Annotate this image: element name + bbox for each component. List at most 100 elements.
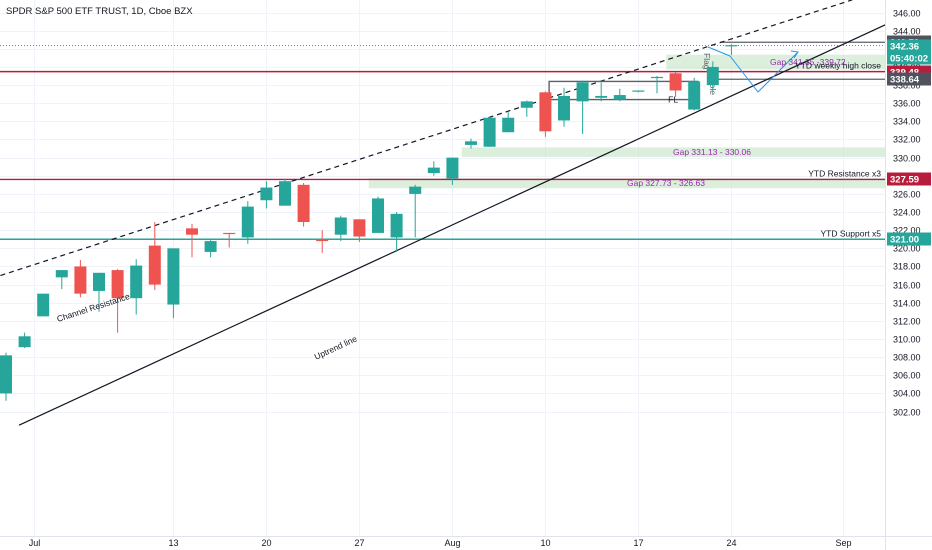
y-tick-label: 326.00 <box>893 190 921 200</box>
candle[interactable] <box>334 215 347 242</box>
price-badge-text: 321.00 <box>890 235 919 246</box>
gap-label: Gap 341.35 -339.72 <box>770 57 846 67</box>
candle[interactable] <box>111 269 124 333</box>
candle[interactable] <box>37 293 50 317</box>
gap-zone <box>666 54 885 70</box>
candle-body <box>688 81 701 110</box>
y-tick-label: 310.00 <box>893 335 921 345</box>
price-badge-text: 342.36 <box>890 42 919 53</box>
candle-body <box>372 198 384 233</box>
candle[interactable] <box>18 332 31 349</box>
gap-zone <box>368 178 885 189</box>
x-tick-label: Jul <box>29 538 41 548</box>
candle-body <box>130 265 143 299</box>
candle-body <box>334 217 347 235</box>
level-label: YTD Support x5 <box>821 228 882 238</box>
flag-label: FL <box>668 94 678 104</box>
candle-body <box>706 66 719 86</box>
candle[interactable] <box>0 352 12 401</box>
candle[interactable] <box>372 196 384 233</box>
candle[interactable] <box>223 232 236 248</box>
candle[interactable] <box>55 270 68 290</box>
candle[interactable] <box>725 44 738 56</box>
candle-body <box>669 73 682 91</box>
price-badge <box>887 51 931 65</box>
candle-body <box>37 293 50 317</box>
candle-body <box>725 45 738 47</box>
candle[interactable] <box>316 230 329 253</box>
candle[interactable] <box>186 223 198 258</box>
candle[interactable] <box>279 178 291 206</box>
candle-body <box>316 239 329 242</box>
candle-body <box>111 270 124 299</box>
candle[interactable] <box>148 222 161 291</box>
x-tick-label: 20 <box>261 538 271 548</box>
candle[interactable] <box>669 72 682 97</box>
trend-lines[interactable] <box>0 0 910 426</box>
candle[interactable] <box>483 116 496 147</box>
price-badge <box>887 72 931 86</box>
candle-body <box>260 187 273 201</box>
gap-label: Gap 327.73 - 326.63 <box>627 178 705 188</box>
candle[interactable] <box>632 90 645 93</box>
candle[interactable] <box>353 219 366 242</box>
candle-body <box>353 219 366 237</box>
candle[interactable] <box>167 248 180 319</box>
candle-body <box>427 167 440 174</box>
candle[interactable] <box>260 181 273 209</box>
candle[interactable] <box>74 260 87 298</box>
candle-body <box>204 241 217 252</box>
candle-body <box>651 76 663 79</box>
y-tick-label: 304.00 <box>893 389 921 399</box>
uptrend-line[interactable] <box>18 13 910 426</box>
candle[interactable] <box>465 138 477 149</box>
price-badge-text: 327.59 <box>890 175 919 186</box>
y-tick-label: 332.00 <box>893 135 921 145</box>
candles[interactable] <box>0 44 738 401</box>
flag-text: Flag <box>702 53 712 70</box>
candle[interactable] <box>130 259 143 315</box>
candle[interactable] <box>613 88 626 102</box>
candle[interactable] <box>93 272 105 312</box>
candle-body <box>241 206 254 238</box>
candle-body <box>297 184 310 223</box>
y-tick-label: 322.00 <box>893 226 921 236</box>
candle[interactable] <box>502 112 515 133</box>
x-tick-label: Sep <box>835 538 851 548</box>
y-tick-label: 320.00 <box>893 244 921 254</box>
candle[interactable] <box>297 183 310 227</box>
candle[interactable] <box>595 82 608 102</box>
candle-body <box>409 186 422 194</box>
candle[interactable] <box>558 87 570 127</box>
chart-title: SPDR S&P 500 ETF TRUST, 1D, Cboe BZX <box>6 6 193 17</box>
candle-body <box>502 117 515 133</box>
candle[interactable] <box>520 100 533 117</box>
candle[interactable] <box>651 75 663 94</box>
projection-arrow <box>729 51 799 93</box>
candle-body <box>576 82 589 102</box>
candle-body <box>595 95 608 98</box>
candle[interactable] <box>706 61 719 91</box>
projection-lead-line <box>707 46 731 57</box>
candle[interactable] <box>446 157 459 185</box>
time-axis[interactable]: Jul 13 20 27 Aug 10 17 24 Sep <box>29 538 852 548</box>
y-tick-label: 324.00 <box>893 208 921 218</box>
plot-background <box>0 0 885 536</box>
candle-body <box>483 117 496 147</box>
candle[interactable] <box>409 184 422 238</box>
candle[interactable] <box>390 212 403 252</box>
candle[interactable] <box>539 91 552 137</box>
candle[interactable] <box>204 240 217 258</box>
candle-body <box>0 355 12 394</box>
candle-body <box>223 232 236 235</box>
candle[interactable] <box>427 161 440 176</box>
candle-body <box>390 213 403 238</box>
candle[interactable] <box>241 201 254 244</box>
candle[interactable] <box>688 77 701 111</box>
y-tick-label: 306.00 <box>893 371 921 381</box>
y-tick-label: 330.00 <box>893 154 921 164</box>
candle[interactable] <box>576 80 589 135</box>
candle-body <box>167 248 180 305</box>
level-lines <box>0 41 885 240</box>
